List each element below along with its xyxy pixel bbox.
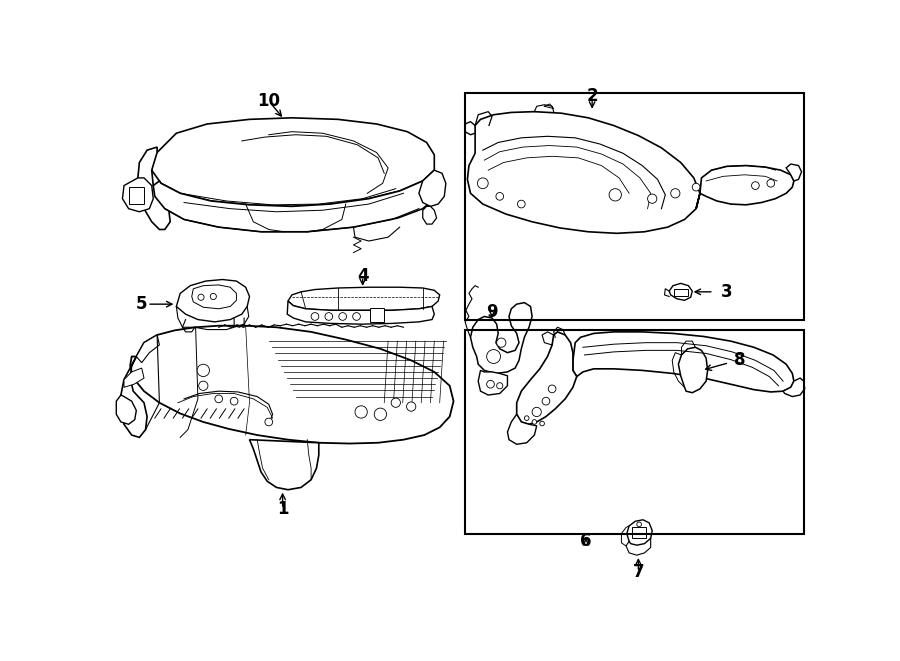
Polygon shape	[696, 165, 794, 209]
Circle shape	[477, 178, 488, 188]
Polygon shape	[573, 332, 794, 392]
Circle shape	[487, 350, 500, 364]
Polygon shape	[130, 326, 454, 444]
Text: 9: 9	[486, 303, 498, 321]
Polygon shape	[478, 370, 508, 395]
Circle shape	[767, 179, 775, 187]
Circle shape	[637, 522, 642, 527]
Polygon shape	[371, 308, 384, 322]
Polygon shape	[153, 170, 435, 232]
Polygon shape	[287, 301, 435, 324]
Circle shape	[265, 418, 273, 426]
Circle shape	[670, 188, 680, 198]
Bar	[465, 93, 804, 321]
Text: 8: 8	[734, 350, 746, 369]
Polygon shape	[674, 289, 688, 297]
Polygon shape	[121, 356, 147, 438]
Polygon shape	[783, 378, 805, 397]
Circle shape	[392, 398, 400, 407]
Circle shape	[311, 313, 319, 321]
Polygon shape	[508, 414, 536, 444]
Circle shape	[487, 380, 494, 388]
Circle shape	[197, 364, 210, 377]
Polygon shape	[124, 368, 144, 387]
Polygon shape	[669, 284, 692, 300]
Text: 2: 2	[586, 87, 598, 105]
Circle shape	[215, 395, 222, 403]
Circle shape	[199, 381, 208, 391]
Circle shape	[548, 385, 556, 393]
Circle shape	[540, 421, 544, 426]
Polygon shape	[418, 170, 446, 206]
Circle shape	[532, 407, 541, 416]
Circle shape	[497, 383, 503, 389]
Circle shape	[692, 183, 700, 191]
Circle shape	[648, 194, 657, 204]
Polygon shape	[679, 347, 707, 393]
Circle shape	[497, 338, 506, 347]
Polygon shape	[288, 288, 440, 310]
Text: 5: 5	[136, 295, 147, 313]
Polygon shape	[626, 520, 652, 545]
Polygon shape	[129, 187, 144, 204]
Circle shape	[355, 406, 367, 418]
Circle shape	[532, 420, 536, 424]
Polygon shape	[176, 280, 249, 322]
Circle shape	[338, 313, 346, 321]
Polygon shape	[517, 332, 577, 424]
Circle shape	[518, 200, 526, 208]
Circle shape	[325, 313, 333, 321]
Polygon shape	[249, 440, 319, 490]
Text: 1: 1	[277, 500, 288, 518]
Circle shape	[230, 397, 238, 405]
Polygon shape	[122, 178, 153, 212]
Polygon shape	[467, 112, 700, 233]
Circle shape	[374, 408, 387, 420]
Polygon shape	[116, 395, 136, 424]
Text: 3: 3	[721, 283, 733, 301]
Circle shape	[198, 294, 204, 300]
Text: 10: 10	[257, 92, 280, 110]
Circle shape	[752, 182, 760, 190]
Circle shape	[525, 416, 529, 420]
Circle shape	[496, 192, 504, 200]
Circle shape	[542, 397, 550, 405]
Circle shape	[211, 293, 216, 299]
Circle shape	[407, 402, 416, 411]
Bar	[465, 330, 804, 533]
Polygon shape	[136, 335, 159, 363]
Text: 4: 4	[357, 268, 368, 286]
Polygon shape	[423, 206, 436, 224]
Text: 6: 6	[580, 532, 591, 551]
Polygon shape	[152, 118, 435, 206]
Polygon shape	[471, 303, 532, 373]
Polygon shape	[787, 164, 802, 181]
Text: 7: 7	[633, 563, 644, 581]
Circle shape	[609, 188, 621, 201]
Circle shape	[353, 313, 360, 321]
Polygon shape	[138, 147, 170, 229]
Polygon shape	[192, 285, 237, 309]
Polygon shape	[632, 527, 646, 538]
